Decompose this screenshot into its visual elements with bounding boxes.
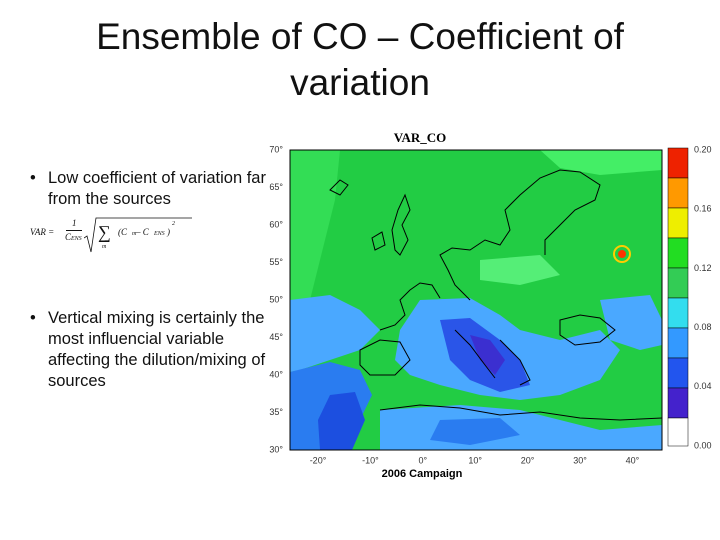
radical xyxy=(84,217,192,253)
formula-numerator: 1 xyxy=(72,218,77,228)
formula-lhs: VAR = xyxy=(30,227,55,237)
lon-label: 20° xyxy=(521,455,535,465)
lon-label: 0° xyxy=(418,455,427,465)
lon-label: 40° xyxy=(626,455,640,465)
lon-label: -10° xyxy=(362,455,379,465)
sum-index: m xyxy=(102,244,107,250)
term-close: ) xyxy=(167,227,170,237)
map-field xyxy=(290,150,662,450)
term-minus: – C xyxy=(136,227,149,237)
sum-sign: ∑ xyxy=(98,222,111,242)
colorbar-label: 0.20 xyxy=(694,144,712,154)
term-sub: ENS xyxy=(154,231,165,237)
map-frame xyxy=(289,149,663,451)
bullet: Vertical mixing is certainly the most in… xyxy=(30,308,280,392)
map-title: VAR_CO xyxy=(394,130,447,145)
lat-label: 45° xyxy=(269,332,283,342)
colorbar-label: 0.04 xyxy=(694,381,712,391)
formula: VAR = 1 C ENS ∑ m (C m – C ENS ) 2 xyxy=(30,216,230,256)
lon-label: 10° xyxy=(468,455,482,465)
formula-denominator: C xyxy=(65,232,72,242)
term-sub: m xyxy=(132,231,137,237)
lon-label: -20° xyxy=(310,455,327,465)
colorbar-label: 0.16 xyxy=(694,204,712,214)
colorbar-label: 0.08 xyxy=(694,322,712,332)
lat-label: 55° xyxy=(269,257,283,267)
map-caption: 2006 Campaign xyxy=(382,468,463,480)
term-power: 2 xyxy=(172,221,175,227)
lat-label: 60° xyxy=(269,219,283,229)
coastlines xyxy=(329,169,663,421)
term-open: (C xyxy=(118,227,127,237)
slide-title: Ensemble of CO – Coefficient of variatio… xyxy=(96,16,624,103)
lat-label: 40° xyxy=(269,369,283,379)
lat-label: 35° xyxy=(269,407,283,417)
colorbar-label: 0.12 xyxy=(694,263,712,273)
colorbar-label: 0.00 xyxy=(694,440,712,450)
formula-subscript: ENS xyxy=(71,236,82,242)
colorbar xyxy=(667,147,689,447)
lat-label: 65° xyxy=(269,182,283,192)
lon-label: 30° xyxy=(573,455,587,465)
lat-label: 70° xyxy=(269,144,283,154)
lat-label: 50° xyxy=(269,294,283,304)
bullet: Low coefficient of variation far from th… xyxy=(30,168,280,210)
lat-label: 30° xyxy=(269,444,283,454)
